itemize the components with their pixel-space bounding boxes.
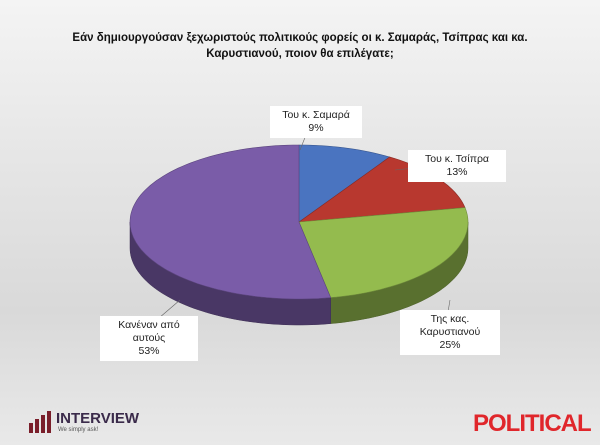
label-category: Του κ. Σαμαρά xyxy=(282,109,350,121)
data-label: Της κας. Καρυστιανού 25% xyxy=(400,310,500,355)
label-value: 25% xyxy=(439,339,461,351)
slice xyxy=(298,144,391,223)
brand-slogan: We simply ask! xyxy=(58,427,99,433)
chart-title: Εάν δημιουργούσαν ξεχωριστούς πολιτικούς… xyxy=(72,32,528,60)
data-label: Κανέναν από αυτούς 53% xyxy=(100,316,198,361)
label-value: 13% xyxy=(446,166,468,178)
slice xyxy=(298,207,469,298)
slice xyxy=(129,144,332,300)
label-category: Κανέναν από αυτούς xyxy=(118,319,180,344)
label-category: Του κ. Τσίπρα xyxy=(424,153,489,165)
data-label: Του κ. Σαμαρά 9% xyxy=(270,106,362,138)
label-value: 9% xyxy=(308,122,324,134)
data-label: Του κ. Τσίπρα 13% xyxy=(408,150,506,182)
label-category: Της κας. Καρυστιανού xyxy=(419,313,481,338)
brand-name: INTERVIEW xyxy=(56,410,140,427)
interview-logo xyxy=(29,411,51,433)
brand-political: POLITICAL xyxy=(473,410,592,437)
label-value: 53% xyxy=(138,345,160,357)
